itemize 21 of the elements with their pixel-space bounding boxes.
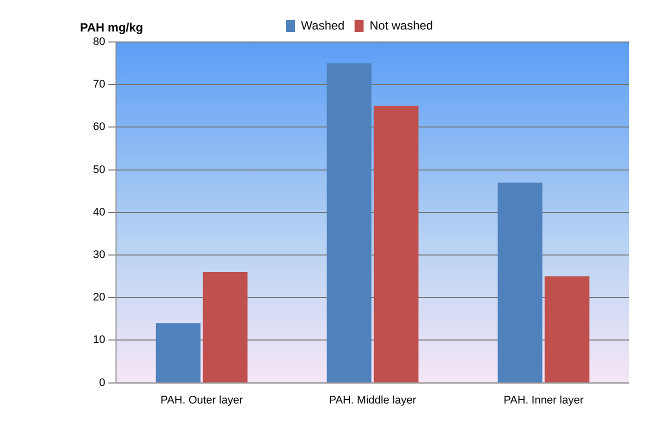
y-tick-label: 30 bbox=[92, 249, 106, 262]
bar bbox=[202, 272, 248, 382]
y-tick-label: 80 bbox=[92, 36, 106, 48]
bar bbox=[498, 182, 542, 382]
y-tick-label: 20 bbox=[92, 292, 106, 304]
y-tick-label: 50 bbox=[92, 164, 106, 176]
bar bbox=[326, 63, 372, 382]
x-tick-label: PAH. Inner layer bbox=[504, 394, 584, 406]
y-tick-label: 70 bbox=[92, 78, 106, 91]
y-tick-label: 10 bbox=[92, 334, 106, 346]
bar bbox=[374, 106, 418, 382]
bar bbox=[156, 323, 201, 382]
y-tick-label: 60 bbox=[92, 121, 106, 134]
legend-label: Washed bbox=[301, 18, 345, 32]
x-tick-label: PAH. Middle layer bbox=[329, 394, 417, 406]
y-tick-label: 0 bbox=[99, 376, 106, 389]
bar bbox=[544, 276, 590, 382]
y-tick-label: 40 bbox=[92, 206, 106, 218]
x-tick-label: PAH. Outer layer bbox=[160, 394, 244, 406]
y-axis-title: PAH mg/kg bbox=[80, 20, 144, 34]
legend-label: Not washed bbox=[370, 18, 433, 32]
